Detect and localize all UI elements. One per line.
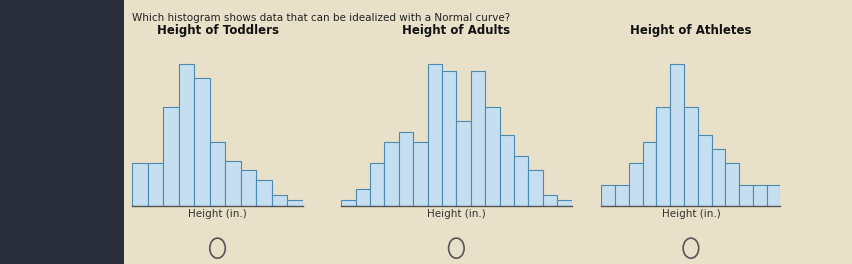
Bar xyxy=(724,163,739,206)
Text: Which histogram shows data that can be idealized with a Normal curve?: Which histogram shows data that can be i… xyxy=(132,13,509,23)
Bar xyxy=(485,107,499,206)
Bar xyxy=(272,195,287,206)
Bar xyxy=(456,121,470,206)
Bar xyxy=(427,64,441,206)
X-axis label: Height (in.): Height (in.) xyxy=(661,209,719,219)
Bar xyxy=(132,163,147,206)
Text: Height of Adults: Height of Adults xyxy=(402,24,509,37)
Bar xyxy=(670,64,683,206)
Bar xyxy=(470,71,485,206)
Bar xyxy=(287,200,302,206)
Bar xyxy=(441,71,456,206)
Bar xyxy=(147,163,163,206)
Bar xyxy=(370,163,384,206)
X-axis label: Height (in.): Height (in.) xyxy=(188,209,246,219)
Bar xyxy=(527,171,542,206)
Bar xyxy=(614,185,628,206)
Bar xyxy=(697,135,711,206)
Text: Height of Toddlers: Height of Toddlers xyxy=(156,24,279,37)
Bar xyxy=(499,135,513,206)
Bar xyxy=(711,149,724,206)
Bar xyxy=(163,107,179,206)
Bar xyxy=(556,200,571,206)
Bar xyxy=(656,107,670,206)
Bar xyxy=(739,185,752,206)
Bar xyxy=(542,195,556,206)
Bar xyxy=(225,161,240,206)
Bar xyxy=(256,180,272,206)
Bar xyxy=(179,64,194,206)
Bar xyxy=(752,185,766,206)
Bar xyxy=(642,142,656,206)
Bar xyxy=(399,132,412,206)
Bar xyxy=(601,185,614,206)
Bar xyxy=(683,107,697,206)
Bar xyxy=(766,185,780,206)
X-axis label: Height (in.): Height (in.) xyxy=(427,209,485,219)
Bar xyxy=(513,156,527,206)
Bar xyxy=(628,163,642,206)
Bar xyxy=(194,78,210,206)
Bar xyxy=(210,142,225,206)
Text: Height of Athletes: Height of Athletes xyxy=(630,24,751,37)
Bar xyxy=(341,200,355,206)
Bar xyxy=(240,171,256,206)
Bar xyxy=(355,189,370,206)
Bar xyxy=(384,142,399,206)
Bar xyxy=(412,142,427,206)
